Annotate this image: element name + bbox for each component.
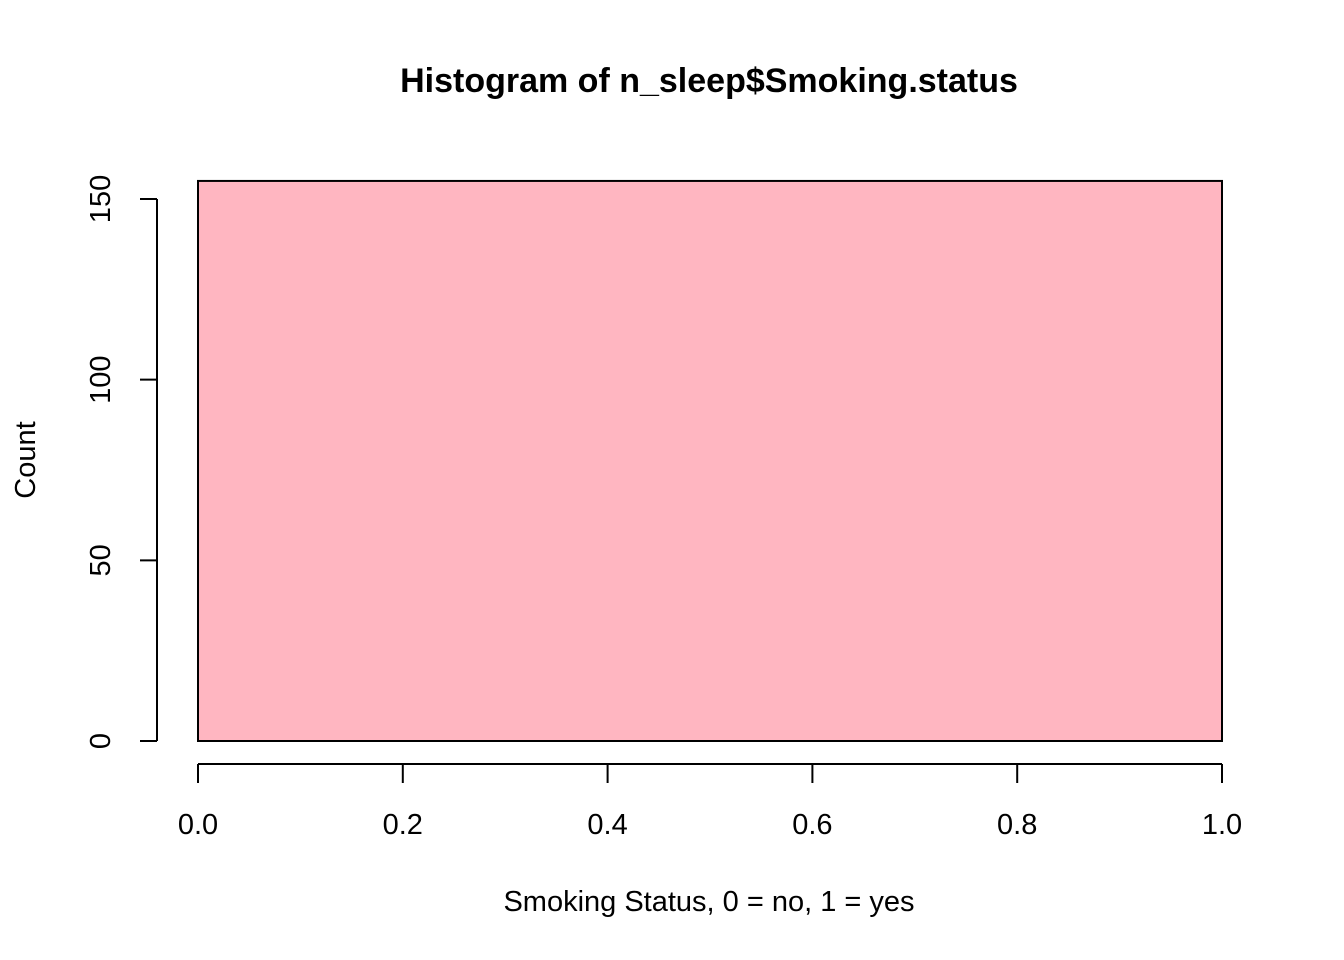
x-tick-label: 0.0 bbox=[178, 809, 218, 841]
x-tick-label: 1.0 bbox=[1202, 809, 1242, 841]
x-axis: 0.0 0.2 0.4 0.6 0.8 1.0 bbox=[178, 763, 1242, 841]
y-tick-label: 100 bbox=[85, 355, 117, 403]
x-axis-label: Smoking Status, 0 = no, 1 = yes bbox=[503, 886, 914, 918]
x-tick-label: 0.8 bbox=[997, 809, 1037, 841]
y-tick-label: 0 bbox=[85, 733, 117, 749]
x-tick-label: 0.6 bbox=[792, 809, 832, 841]
y-axis: 0 50 100 150 bbox=[85, 175, 158, 749]
y-tick-label: 50 bbox=[85, 544, 117, 576]
y-tick-label: 150 bbox=[85, 175, 117, 223]
bars-group bbox=[197, 179, 1223, 742]
histogram-bar bbox=[197, 179, 1223, 742]
chart-title: Histogram of n_sleep$Smoking.status bbox=[400, 62, 1018, 100]
x-tick-label: 0.2 bbox=[383, 809, 423, 841]
y-axis-label: Count bbox=[10, 421, 42, 498]
x-tick-label: 0.4 bbox=[587, 809, 627, 841]
